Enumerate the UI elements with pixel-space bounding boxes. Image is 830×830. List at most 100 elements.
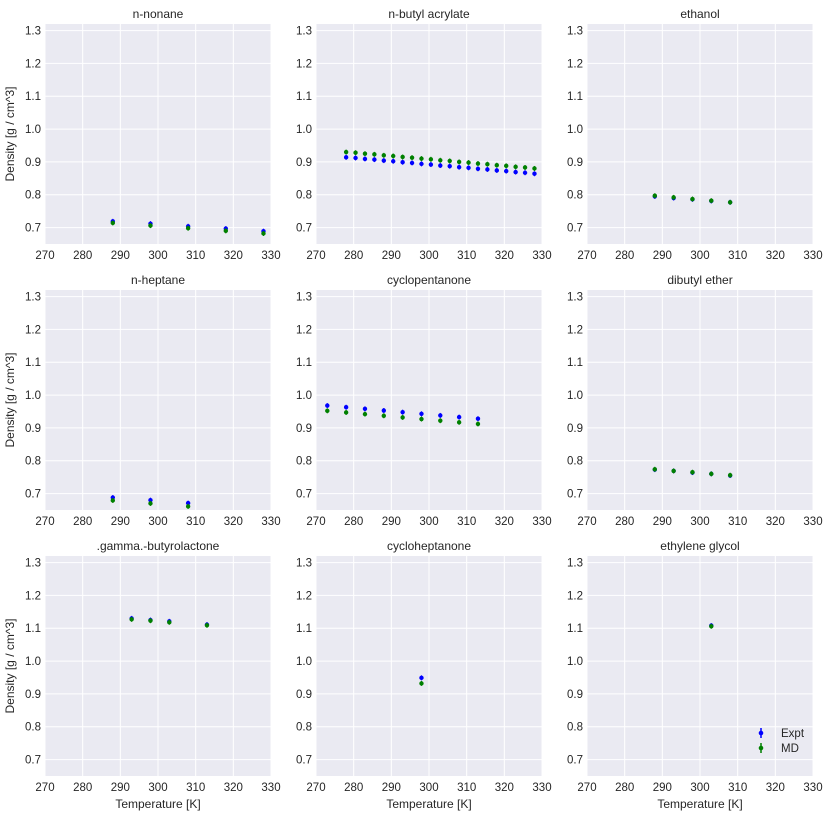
data-point-md	[727, 472, 733, 478]
y-tick-label: 0.8	[296, 456, 312, 468]
x-tick-label: 320	[766, 782, 785, 794]
x-tick-label: 300	[148, 250, 167, 262]
panel-title: ethylene glycol	[660, 539, 739, 553]
data-point-expt	[343, 155, 349, 160]
y-tick-label: 1.3	[296, 292, 312, 304]
panel-8: 270 280 290 300 310 320 330 0.7 0.8 0.9 1.0 1.1 1.2 1…	[296, 539, 552, 811]
data-point-expt	[504, 168, 509, 174]
x-tick-label: 270	[306, 516, 325, 528]
data-point-md	[110, 498, 116, 503]
x-tick-label: 330	[532, 516, 551, 528]
x-tick-label: 310	[186, 516, 205, 528]
x-tick-label: 330	[803, 782, 822, 794]
x-tick-label: 330	[261, 782, 280, 794]
panel-title: n-heptane	[131, 273, 185, 287]
y-tick-label: 1.0	[25, 124, 41, 136]
data-point-md	[456, 420, 462, 425]
y-tick-label: 1.3	[567, 26, 583, 38]
x-tick-label: 330	[261, 250, 280, 262]
x-tick-label: 320	[495, 250, 514, 262]
data-point-expt	[391, 159, 396, 164]
x-tick-label: 310	[457, 250, 476, 262]
x-tick-label: 280	[344, 516, 363, 528]
data-point-md	[381, 153, 386, 158]
y-tick-label: 1.2	[567, 58, 583, 70]
y-tick-label: 0.7	[296, 489, 312, 501]
y-tick-label: 1.2	[25, 590, 41, 602]
y-tick-label: 0.7	[567, 489, 583, 501]
y-tick-label: 1.3	[296, 26, 312, 38]
data-point-md	[185, 226, 191, 231]
data-point-md	[438, 158, 443, 163]
x-tick-label: 290	[382, 516, 401, 528]
data-point-md	[475, 161, 481, 166]
x-tick-label: 300	[148, 516, 167, 528]
x-axis-label: Temperature [K]	[115, 797, 200, 811]
panel-6: 270 280 290 300 310 320 330 0.7 0.8 0.9 1.0 1.1 1.2 1…	[567, 273, 823, 528]
x-tick-label: 280	[615, 516, 634, 528]
data-point-md	[727, 200, 733, 205]
y-tick-label: 1.0	[25, 390, 41, 402]
data-point-md	[671, 468, 676, 474]
x-tick-label: 270	[577, 250, 596, 262]
data-point-expt	[532, 171, 537, 176]
data-point-md	[466, 160, 471, 165]
data-point-md	[419, 681, 424, 686]
data-point-md	[204, 623, 210, 628]
legend-marker-dot-expt	[758, 730, 764, 736]
data-point-expt	[381, 408, 386, 413]
data-point-expt	[485, 167, 490, 172]
x-tick-label: 290	[111, 250, 130, 262]
data-point-md	[419, 416, 424, 422]
data-point-md	[690, 470, 695, 475]
y-tick-label: 1.3	[25, 292, 41, 304]
x-axis-label: Temperature [K]	[657, 797, 742, 811]
data-point-md	[129, 617, 134, 622]
legend-marker-dot-md	[758, 745, 764, 751]
data-point-md	[652, 193, 657, 198]
y-tick-label: 0.9	[296, 423, 312, 435]
y-tick-label: 0.8	[567, 190, 583, 202]
data-point-md	[148, 618, 153, 623]
data-point-expt	[381, 158, 386, 163]
x-tick-label: 270	[577, 516, 596, 528]
y-tick-label: 0.7	[25, 489, 41, 501]
y-tick-label: 0.8	[25, 456, 41, 468]
data-point-md	[709, 624, 714, 629]
data-point-md	[485, 162, 490, 167]
x-tick-label: 310	[728, 250, 747, 262]
data-point-md	[690, 196, 695, 202]
data-point-expt	[362, 406, 368, 412]
y-tick-label: 1.3	[567, 558, 583, 570]
x-tick-label: 280	[73, 250, 92, 262]
x-tick-label: 310	[186, 782, 205, 794]
x-tick-label: 300	[690, 250, 709, 262]
data-point-md	[494, 162, 499, 168]
data-point-expt	[419, 161, 424, 167]
x-tick-label: 320	[224, 250, 243, 262]
x-tick-label: 290	[382, 782, 401, 794]
data-point-md	[532, 166, 537, 171]
x-tick-label: 320	[766, 250, 785, 262]
data-point-expt	[475, 416, 481, 421]
x-tick-label: 280	[615, 782, 634, 794]
y-tick-label: 1.3	[567, 292, 583, 304]
x-tick-label: 300	[690, 782, 709, 794]
y-tick-label: 0.8	[567, 722, 583, 734]
data-point-md	[343, 149, 349, 155]
x-tick-label: 280	[344, 250, 363, 262]
y-tick-label: 1.1	[567, 91, 583, 103]
y-tick-label: 1.2	[296, 590, 312, 602]
y-tick-label: 0.8	[296, 190, 312, 202]
data-point-expt	[447, 163, 452, 169]
data-point-md	[671, 195, 676, 200]
data-point-expt	[475, 166, 481, 172]
y-tick-label: 1.1	[25, 623, 41, 635]
data-point-expt	[466, 165, 471, 171]
panel-title: n-nonane	[133, 7, 184, 21]
y-tick-label: 0.9	[567, 157, 583, 169]
data-point-md	[343, 410, 349, 415]
x-tick-label: 310	[728, 516, 747, 528]
data-point-expt	[372, 157, 377, 162]
y-tick-label: 1.2	[567, 324, 583, 336]
